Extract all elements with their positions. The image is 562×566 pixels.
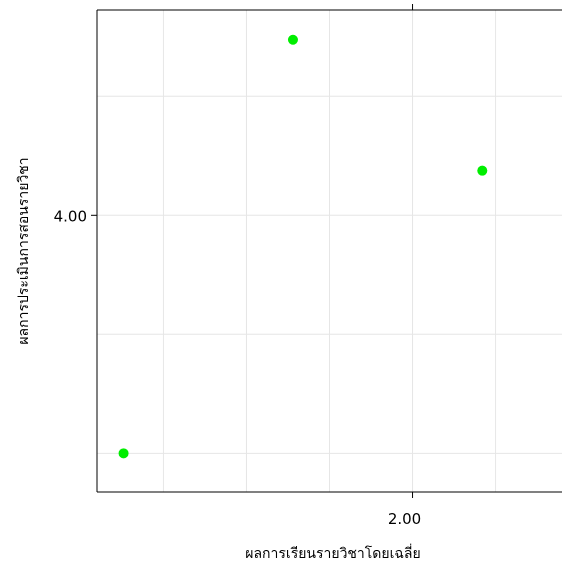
- y-axis-title: ผลการประเมินการสอนรายวิชา: [16, 157, 32, 344]
- axes: [96, 9, 562, 493]
- data-point: [118, 448, 129, 459]
- grid-lines: [97, 10, 562, 492]
- x-axis-title: ผลการเรียนรายวิชาโดยเฉลี่ย: [245, 544, 420, 562]
- ticks: 2.00 4.00: [54, 4, 421, 528]
- x-tick-label: 2.00: [388, 510, 421, 528]
- y-tick-label: 4.00: [54, 207, 87, 225]
- data-points: [118, 34, 488, 459]
- data-point: [477, 165, 488, 176]
- data-point: [287, 34, 298, 45]
